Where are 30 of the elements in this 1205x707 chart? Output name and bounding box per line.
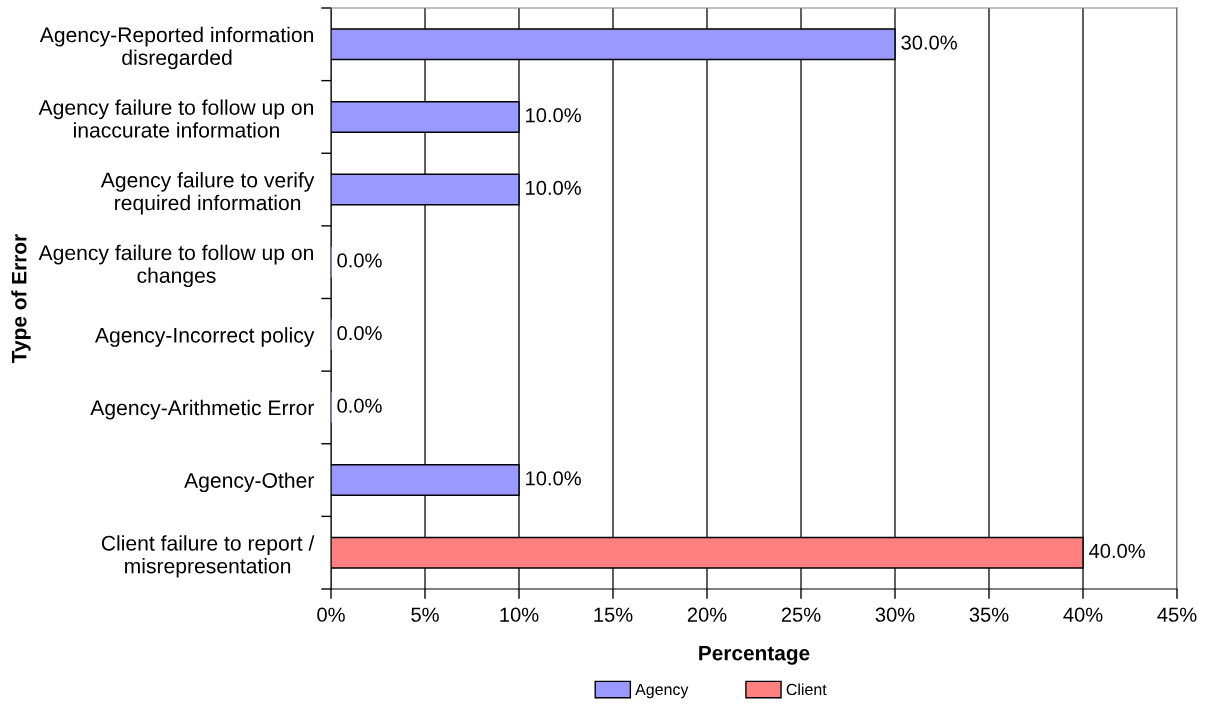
data-label: 10.0% bbox=[526, 471, 581, 486]
x-tick-label: 5% bbox=[411, 607, 439, 622]
y-tick-label: Agency failure to follow up on changes bbox=[38, 244, 313, 288]
y-tick-label: Client failure to report / misrepresentation bbox=[101, 535, 315, 578]
data-label: 40.0% bbox=[1089, 543, 1145, 559]
x-tick-label: 35% bbox=[969, 607, 1009, 622]
y-tick-label: Agency-Other bbox=[184, 472, 314, 493]
y-tick-label: Agency failure to verify required information bbox=[100, 172, 315, 215]
x-tick-label: 40% bbox=[1063, 607, 1103, 622]
data-label: 10.0% bbox=[526, 180, 581, 195]
x-axis-title: Percentage bbox=[699, 645, 810, 665]
x-tick-label: 0% bbox=[317, 607, 345, 622]
legend-label: Client bbox=[786, 683, 827, 696]
data-label: 0.0% bbox=[337, 325, 382, 341]
y-tick-label: Agency failure to follow up on inaccurate information bbox=[38, 99, 313, 138]
y-tick-label: Agency-Incorrect policy bbox=[94, 327, 315, 347]
x-tick-label: 10% bbox=[500, 607, 539, 622]
x-tick-label: 25% bbox=[781, 607, 821, 622]
y-tick-label: Agency-Arithmetic Error bbox=[90, 399, 314, 420]
data-label: 30.0% bbox=[901, 35, 957, 50]
data-label: 0.0% bbox=[337, 253, 382, 268]
x-tick-label: 45% bbox=[1157, 607, 1197, 622]
data-label: 10.0% bbox=[526, 108, 581, 123]
y-tick-label: Agency-Reported information disregarded bbox=[39, 26, 313, 70]
data-label: 0.0% bbox=[337, 398, 382, 413]
y-axis-title: Type of Error bbox=[11, 234, 31, 363]
x-tick-label: 20% bbox=[687, 607, 727, 622]
x-tick-label: 15% bbox=[594, 607, 633, 622]
legend-label: Agency bbox=[635, 683, 689, 699]
x-tick-label: 30% bbox=[875, 607, 915, 622]
